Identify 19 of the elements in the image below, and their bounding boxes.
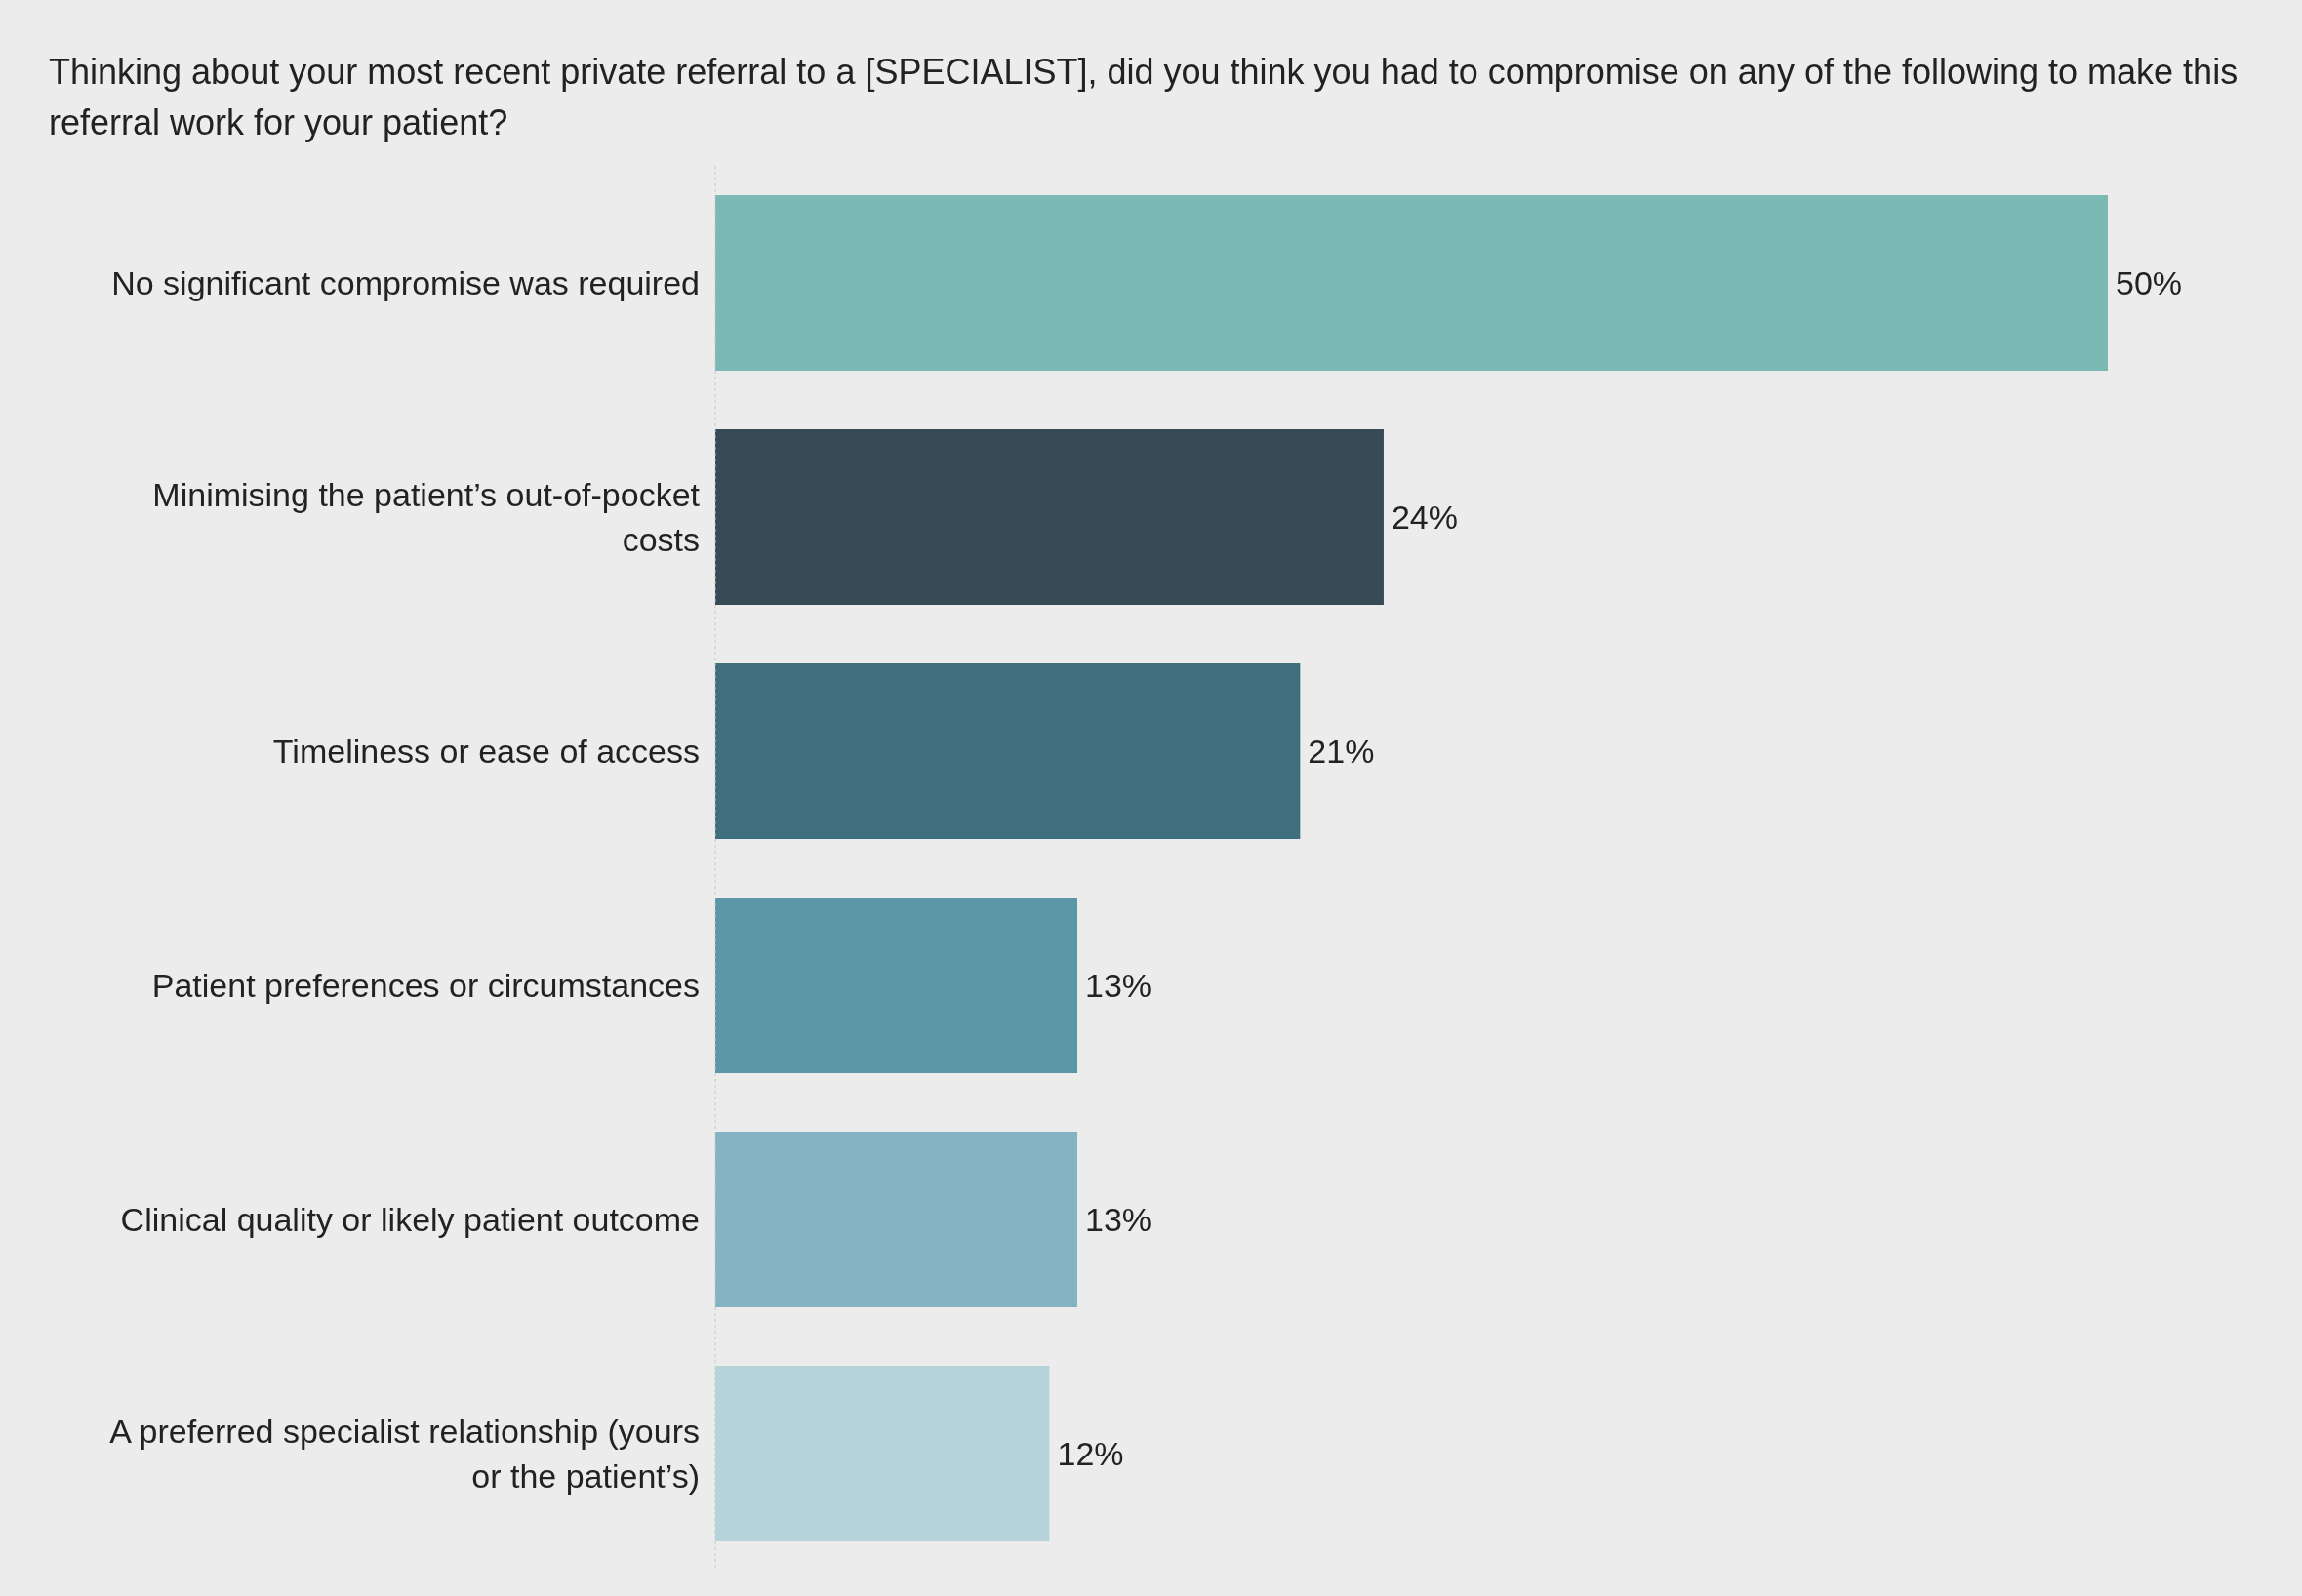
bar — [715, 663, 1301, 839]
data-label: 21% — [1308, 733, 1375, 771]
y-tick-label: No significant compromise was required — [111, 264, 700, 301]
bar — [715, 1132, 1078, 1307]
data-label: 24% — [1391, 499, 1459, 537]
y-tick-label: Patient preferences or circumstances — [151, 967, 700, 1004]
y-tick-label: A preferred specialist relationship (yours or the patient’s) — [109, 1413, 700, 1495]
data-label: 13% — [1085, 1201, 1152, 1239]
y-tick-label: Clinical quality or likely patient outcome — [120, 1201, 700, 1238]
bar — [715, 429, 1384, 605]
data-label: 12% — [1057, 1435, 1124, 1473]
bar — [715, 898, 1078, 1073]
y-tick-label: Minimising the patient’s out-of-pocket costs — [152, 476, 701, 558]
data-label: 50% — [2116, 264, 2183, 302]
data-label: 13% — [1085, 967, 1152, 1005]
bar — [715, 1366, 1050, 1541]
y-tick-label: Timeliness or ease of access — [272, 733, 700, 770]
bar — [715, 195, 2108, 371]
chart-title: Thinking about your most recent private referral to a [SPECIALIST], did you think you had to compromise on any of the following to make this referral work for your patient? — [49, 51, 2240, 144]
